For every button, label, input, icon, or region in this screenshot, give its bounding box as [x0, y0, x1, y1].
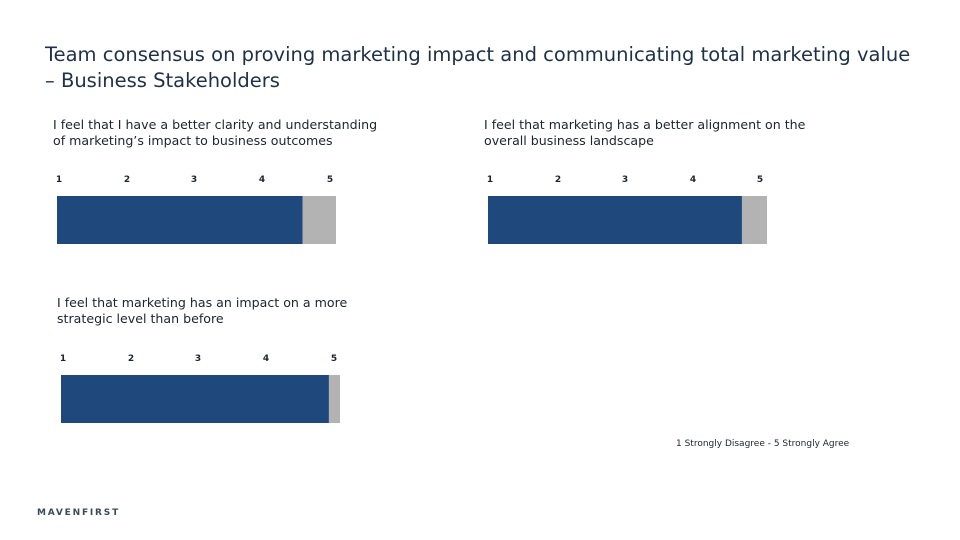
chart-question: I feel that marketing has a better align…: [484, 117, 806, 148]
chart-alignment: I feel that marketing has a better align…: [484, 117, 824, 257]
bar-value: [57, 196, 303, 244]
tick-label: 1: [487, 175, 493, 185]
chart-question: I feel that marketing has an impact on a…: [57, 295, 348, 326]
scale-legend: 1 Strongly Disagree - 5 Strongly Agree: [676, 439, 850, 449]
brand-logo: MAVENFIRST: [37, 508, 121, 518]
tick-label: 3: [195, 354, 201, 364]
tick-label: 3: [622, 175, 628, 185]
tick-label: 2: [124, 175, 130, 185]
tick-label: 2: [128, 354, 134, 364]
chart-svg: 1 2 3 4 5: [60, 354, 340, 423]
page-title: Team consensus on proving marketing impa…: [45, 43, 911, 92]
bar-value: [488, 196, 742, 244]
chart-strategic: I feel that marketing has an impact on a…: [57, 295, 397, 435]
tick-label: 1: [60, 354, 66, 364]
tick-label: 4: [690, 175, 696, 185]
tick-label: 1: [56, 175, 62, 185]
bar-value: [61, 375, 329, 423]
chart-question: I feel that I have a better clarity and …: [53, 117, 378, 148]
tick-label: 5: [327, 175, 333, 185]
tick-label: 5: [331, 354, 337, 364]
tick-label: 3: [191, 175, 197, 185]
chart-svg: 1 2 3 4 5: [487, 175, 767, 244]
chart-clarity: I feel that I have a better clarity and …: [53, 117, 393, 257]
tick-label: 5: [757, 175, 763, 185]
tick-label: 2: [555, 175, 561, 185]
chart-svg: 1 2 3 4 5: [56, 175, 336, 244]
tick-label: 4: [263, 354, 269, 364]
tick-label: 4: [259, 175, 265, 185]
